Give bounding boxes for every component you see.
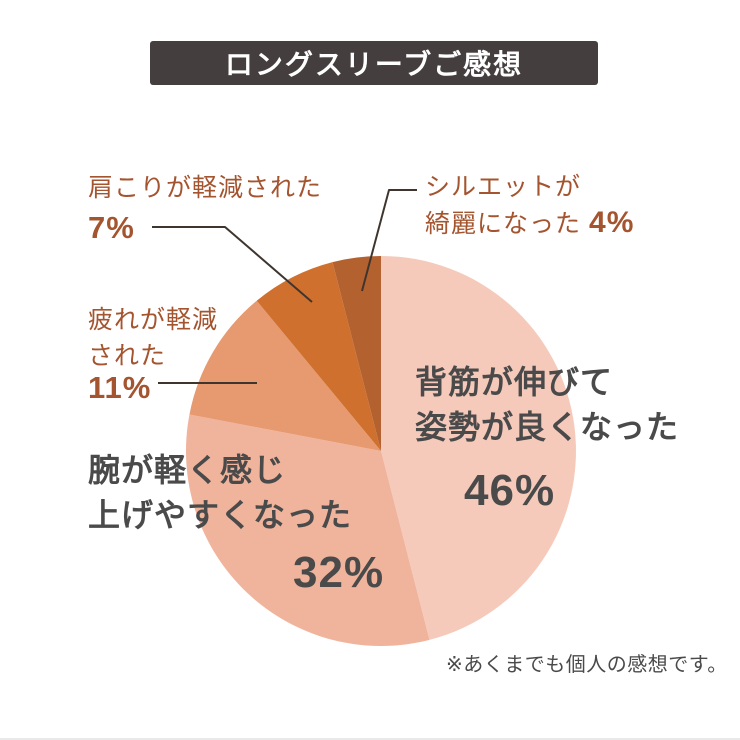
label-tsukare: 疲れが軽減 された xyxy=(88,302,218,374)
label-silhouette-percent: 4% xyxy=(589,206,635,239)
label-silhouette-line2: 綺麗になった 4% xyxy=(425,206,635,239)
page-title: ロングスリーブご感想 xyxy=(224,49,524,80)
label-sesuji-line1: 背筋が伸びて xyxy=(415,364,614,400)
label-silhouette-line1: シルエットが xyxy=(425,173,582,201)
label-ude-line2: 上げやすくなった xyxy=(88,497,353,533)
footnote-text: ※あくまでも個人の感想です。 xyxy=(446,654,728,676)
label-tsukare-percent: 11% xyxy=(88,370,152,405)
label-ude-line1: 腕が軽く感じ xyxy=(88,452,287,488)
pie-slices xyxy=(185,256,576,646)
pie-slice-2 xyxy=(189,300,381,451)
label-tsukare-line2: された xyxy=(88,342,167,370)
label-tsukare-line1: 疲れが軽減 xyxy=(88,306,219,334)
label-silhouette: シルエットが 綺麗になった 4% xyxy=(425,169,634,242)
label-ude-percent: 32% xyxy=(293,548,385,597)
leader-line-katakori xyxy=(152,226,313,303)
label-ude: 腕が軽く感じ 上げやすくなった xyxy=(88,448,352,538)
label-katakori-text: 肩こりが軽減された xyxy=(88,174,323,202)
pie-slice-4 xyxy=(332,256,381,451)
pie-slice-3 xyxy=(256,262,381,451)
pie-slice-1 xyxy=(185,414,430,646)
label-sesuji: 背筋が伸びて 姿勢が良くなった xyxy=(415,360,679,450)
pie-slice-0 xyxy=(381,256,576,640)
label-sesuji-line2: 姿勢が良くなった xyxy=(415,409,680,445)
label-katakori-percent: 7% xyxy=(88,210,135,245)
label-sesuji-percent: 46% xyxy=(464,466,556,515)
title-badge: ロングスリーブご感想 xyxy=(150,41,598,85)
leader-line-silhouette xyxy=(361,189,417,292)
